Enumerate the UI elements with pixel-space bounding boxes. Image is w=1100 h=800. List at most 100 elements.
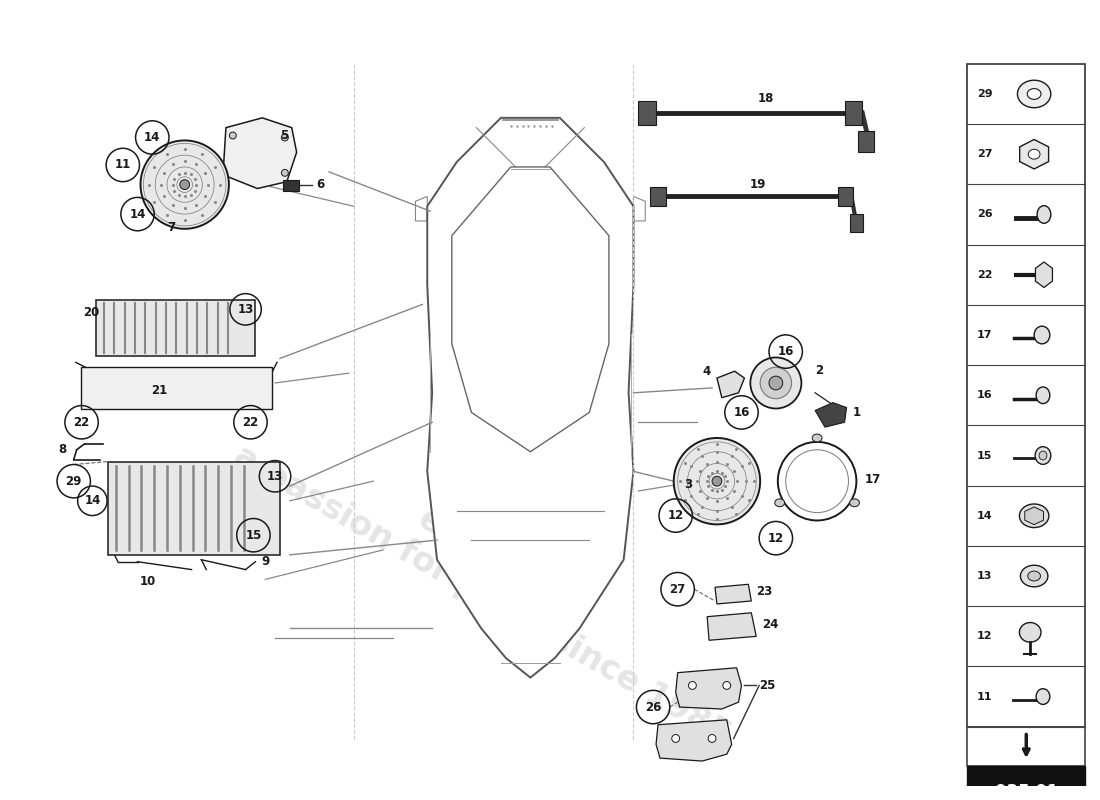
- Polygon shape: [675, 668, 741, 709]
- Ellipse shape: [1020, 622, 1041, 642]
- Text: 16: 16: [734, 406, 750, 419]
- Ellipse shape: [723, 682, 730, 690]
- Text: 27: 27: [670, 582, 685, 596]
- Text: elferstore
a passion for parts since 1985: elferstore a passion for parts since 198…: [228, 406, 755, 752]
- Ellipse shape: [689, 682, 696, 690]
- Text: 18: 18: [758, 92, 774, 105]
- Bar: [858, 130, 874, 152]
- Text: 13: 13: [238, 303, 254, 316]
- Text: 1: 1: [852, 406, 860, 419]
- Bar: [838, 186, 854, 206]
- Ellipse shape: [282, 134, 288, 141]
- Text: 16: 16: [977, 390, 993, 400]
- Text: 8: 8: [58, 443, 67, 456]
- Text: 10: 10: [140, 575, 155, 588]
- Polygon shape: [707, 613, 756, 640]
- Ellipse shape: [1021, 566, 1048, 587]
- Polygon shape: [715, 584, 751, 604]
- Ellipse shape: [1020, 504, 1049, 527]
- Text: 12: 12: [977, 631, 992, 642]
- Bar: [108, 462, 279, 555]
- Ellipse shape: [141, 141, 229, 229]
- Ellipse shape: [769, 376, 783, 390]
- Ellipse shape: [812, 434, 822, 442]
- Bar: [97, 299, 255, 357]
- Ellipse shape: [1028, 150, 1040, 159]
- Bar: [80, 367, 272, 409]
- Ellipse shape: [1036, 387, 1049, 404]
- Bar: [845, 101, 862, 125]
- Ellipse shape: [1040, 451, 1047, 460]
- Ellipse shape: [230, 132, 236, 139]
- Text: 22: 22: [242, 416, 258, 429]
- Ellipse shape: [672, 734, 680, 742]
- Bar: [283, 180, 298, 191]
- Polygon shape: [717, 371, 745, 398]
- Text: 14: 14: [85, 494, 100, 507]
- Polygon shape: [815, 402, 847, 427]
- Text: 22: 22: [977, 270, 992, 280]
- Polygon shape: [1035, 262, 1053, 287]
- Text: 13: 13: [977, 571, 992, 581]
- Text: 16: 16: [778, 345, 794, 358]
- Text: 3: 3: [684, 478, 692, 490]
- Text: 14: 14: [130, 207, 145, 221]
- Ellipse shape: [1036, 689, 1049, 705]
- Text: 6: 6: [317, 178, 324, 191]
- Ellipse shape: [1037, 206, 1050, 223]
- Text: 13: 13: [267, 470, 283, 482]
- Text: 14: 14: [977, 510, 993, 521]
- Text: 14: 14: [144, 131, 161, 144]
- Polygon shape: [1025, 507, 1044, 525]
- Text: 19: 19: [750, 178, 767, 191]
- Bar: [650, 186, 666, 206]
- Text: 035 01: 035 01: [994, 783, 1058, 800]
- Text: 11: 11: [114, 158, 131, 171]
- Ellipse shape: [1027, 89, 1041, 99]
- Ellipse shape: [1035, 446, 1050, 464]
- Text: 17: 17: [865, 473, 880, 486]
- Ellipse shape: [708, 734, 716, 742]
- Text: 29: 29: [977, 89, 993, 99]
- Polygon shape: [656, 720, 732, 761]
- Ellipse shape: [712, 476, 722, 486]
- Ellipse shape: [673, 438, 760, 524]
- Ellipse shape: [1018, 80, 1050, 108]
- Text: 11: 11: [977, 691, 992, 702]
- Text: 24: 24: [762, 618, 779, 631]
- Bar: [967, 64, 1086, 726]
- Bar: [967, 766, 1086, 800]
- Text: 5: 5: [279, 129, 288, 142]
- Text: 29: 29: [66, 474, 81, 488]
- Ellipse shape: [849, 499, 859, 506]
- Text: 15: 15: [245, 529, 262, 542]
- Text: 20: 20: [84, 306, 100, 318]
- Ellipse shape: [179, 180, 189, 190]
- Ellipse shape: [750, 358, 802, 409]
- Bar: [849, 214, 864, 232]
- Text: 25: 25: [759, 679, 775, 692]
- Ellipse shape: [1027, 571, 1041, 581]
- Text: 12: 12: [768, 532, 784, 545]
- Ellipse shape: [1034, 326, 1049, 344]
- Text: 7: 7: [167, 222, 175, 234]
- Text: 22: 22: [74, 416, 90, 429]
- Ellipse shape: [760, 367, 792, 398]
- Polygon shape: [223, 118, 297, 189]
- Text: 2: 2: [815, 364, 823, 377]
- Bar: [638, 101, 656, 125]
- Polygon shape: [1020, 139, 1048, 169]
- Polygon shape: [427, 118, 634, 678]
- Text: 26: 26: [977, 210, 993, 219]
- Text: 9: 9: [262, 555, 270, 568]
- Text: 27: 27: [977, 150, 992, 159]
- Text: 23: 23: [756, 585, 772, 598]
- Ellipse shape: [282, 170, 288, 176]
- Text: 21: 21: [151, 384, 167, 398]
- Text: 4: 4: [703, 365, 711, 378]
- Text: 12: 12: [668, 509, 684, 522]
- Text: 15: 15: [977, 450, 992, 461]
- Bar: [967, 726, 1086, 766]
- Ellipse shape: [774, 499, 784, 506]
- Text: 26: 26: [645, 701, 661, 714]
